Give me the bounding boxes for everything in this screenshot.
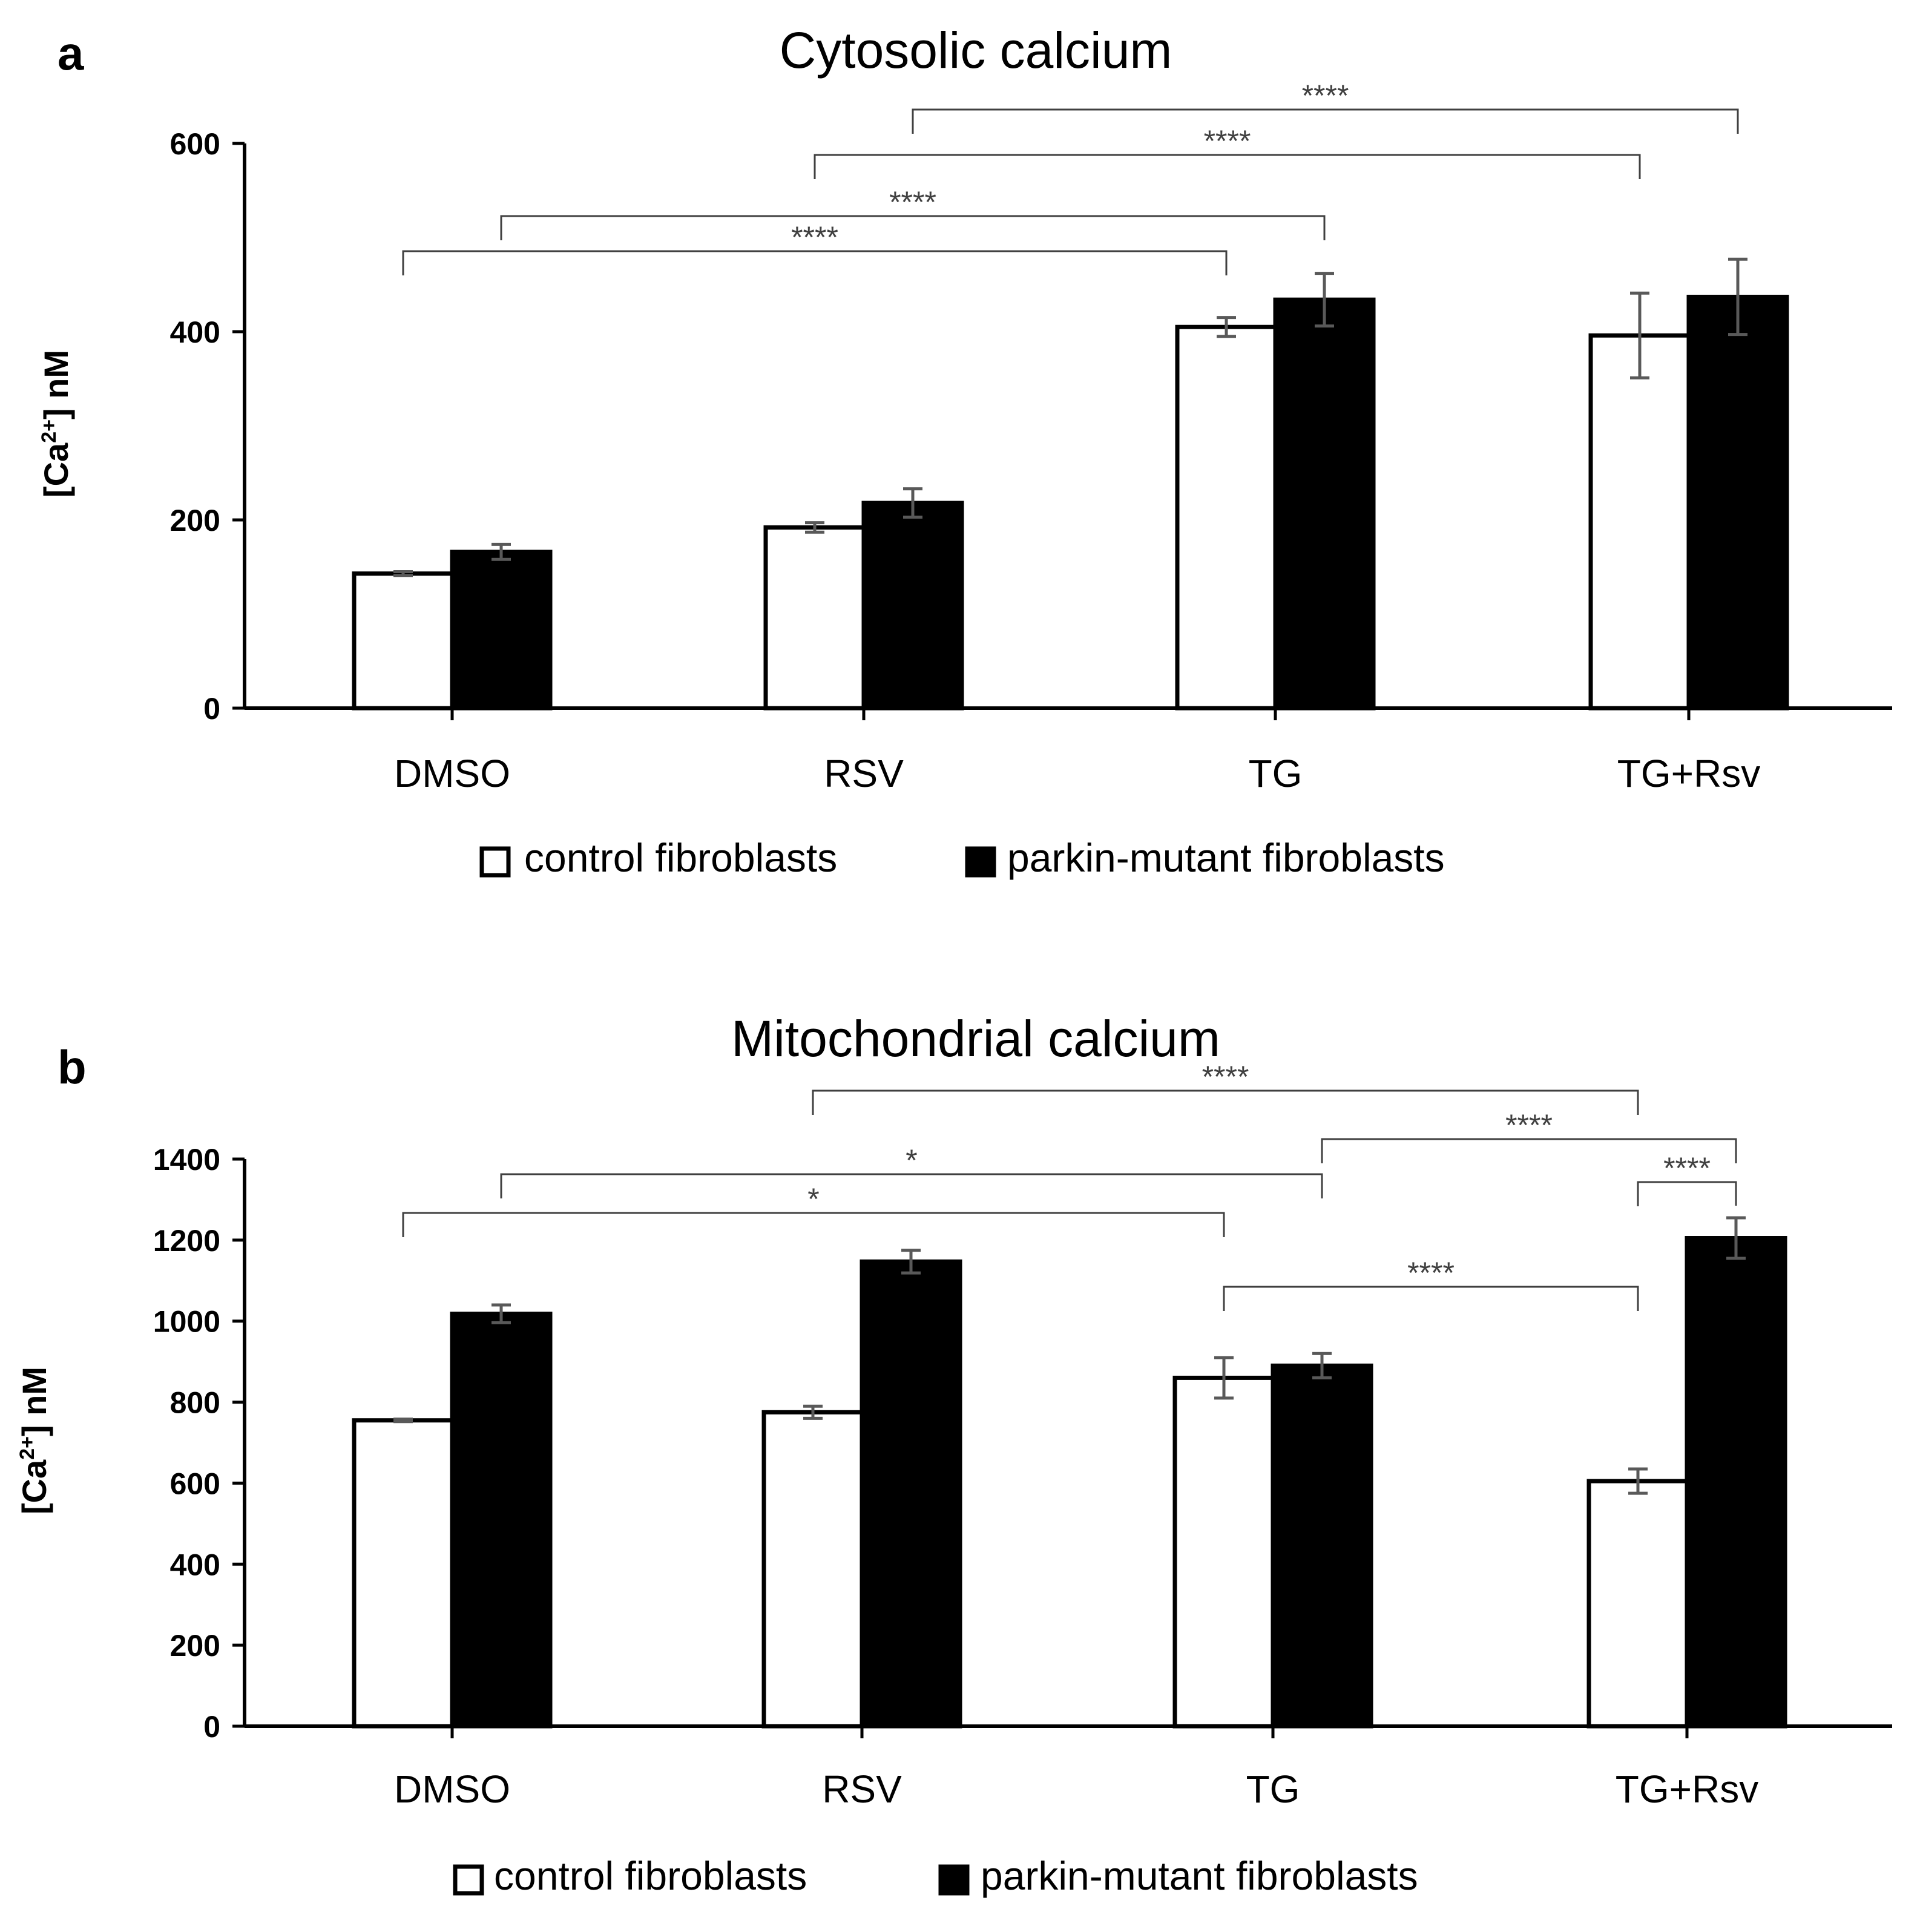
y-tick-label: 600: [170, 1467, 220, 1500]
significance-label: *: [807, 1182, 819, 1216]
y-tick-label: 1200: [153, 1224, 220, 1258]
bar-control-rsv: [761, 1410, 864, 1729]
x-category-label: DMSO: [394, 752, 510, 795]
y-axis-label: [Ca2+] nM: [15, 1367, 53, 1514]
bar-control-tg: [1172, 1375, 1275, 1729]
bar-parkin-tg: [1273, 297, 1376, 711]
y-axis-label-superscript: 2+: [38, 419, 61, 443]
legend-label-parkin: parkin-mutant fibroblasts: [981, 1853, 1418, 1898]
significance-label: ****: [1663, 1151, 1711, 1185]
y-axis-label-suffix: ] nM: [15, 1367, 53, 1436]
significance-label: ****: [1407, 1256, 1455, 1290]
y-tick-label: 0: [203, 1710, 220, 1744]
chart-title: Mitochondrial calcium: [731, 1010, 1220, 1067]
significance-bracket: [814, 154, 1641, 179]
significance-label: ****: [1204, 124, 1251, 158]
y-tick-label: 400: [170, 1548, 220, 1582]
y-axis-label-superscript: 2+: [16, 1436, 39, 1460]
x-category-label: RSV: [822, 1767, 902, 1811]
y-tick-label: 200: [170, 504, 220, 537]
chart-panel-b: b Mitochondrial calcium [Ca2+] nM 0 200 400 60…: [15, 1010, 1892, 1898]
chart-panel-a: a Cytosolic calcium [Ca2+] nM 0 200 400 600 DMS…: [37, 22, 1892, 880]
y-tick-label: 800: [170, 1386, 220, 1420]
bar-parkin-rsv: [860, 1259, 962, 1729]
panel-letter: b: [58, 1040, 87, 1094]
y-tick-label: 200: [170, 1629, 220, 1663]
bar-parkin-tg-rsv: [1685, 1236, 1787, 1729]
significance-bracket: [812, 1089, 1639, 1115]
x-category-label: TG+Rsv: [1616, 1767, 1758, 1811]
significance-bracket: [1637, 1181, 1737, 1206]
y-tick-label: 400: [170, 315, 220, 349]
significance-bracket: [500, 215, 1326, 240]
bar-parkin-rsv: [861, 501, 964, 711]
legend-label-control: control fibroblasts: [524, 835, 837, 880]
legend-swatch-parkin: [938, 1864, 970, 1896]
y-tick-label: 0: [203, 692, 220, 726]
significance-label: ****: [1302, 79, 1349, 113]
legend-label-parkin: parkin-mutant fibroblasts: [1007, 835, 1445, 880]
y-tick-label: 600: [170, 127, 220, 161]
bar-control-dmso: [352, 571, 455, 711]
panel-letter: a: [58, 27, 84, 80]
chart-title: Cytosolic calcium: [780, 22, 1172, 79]
y-axis-label: [Ca2+] nM: [37, 350, 75, 498]
significance-label: *: [906, 1143, 917, 1177]
y-tick-label: 1400: [153, 1143, 220, 1177]
significance-label: ****: [1505, 1108, 1553, 1142]
significance-bracket: [1223, 1286, 1639, 1311]
x-category-label: TG+Rsv: [1617, 752, 1760, 795]
legend-swatch-parkin: [965, 846, 996, 878]
y-axis-label-prefix: [Ca: [37, 442, 75, 498]
x-category-label: TG: [1249, 752, 1303, 795]
legend-swatch-control: [453, 1864, 484, 1896]
significance-bracket: [1321, 1138, 1737, 1163]
legend-label-control: control fibroblasts: [494, 1853, 807, 1898]
bar-parkin-dmso: [450, 550, 553, 711]
y-axis-label-prefix: [Ca: [15, 1459, 53, 1514]
x-category-label: TG: [1246, 1767, 1300, 1811]
x-category-label: RSV: [824, 752, 904, 795]
significance-bracket: [402, 1212, 1225, 1237]
significance-label: ****: [889, 185, 936, 219]
legend-swatch-control: [479, 846, 511, 878]
bar-control-rsv: [763, 525, 866, 711]
bar-control-tg-rsv: [1588, 333, 1691, 711]
bar-control-tg-rsv: [1586, 1479, 1689, 1729]
bar-control-tg: [1175, 324, 1278, 711]
bar-parkin-tg: [1271, 1363, 1373, 1729]
bar-parkin-tg-rsv: [1686, 294, 1789, 711]
significance-bracket: [500, 1173, 1323, 1198]
significance-bracket: [402, 250, 1228, 275]
bar-parkin-dmso: [450, 1312, 553, 1729]
significance-bracket: [912, 108, 1739, 134]
x-category-label: DMSO: [394, 1767, 510, 1811]
significance-label: ****: [1202, 1060, 1249, 1094]
y-tick-label: 1000: [153, 1305, 220, 1339]
y-axis-label-suffix: ] nM: [37, 350, 75, 419]
bar-control-dmso: [352, 1418, 455, 1729]
significance-label: ****: [791, 220, 838, 254]
